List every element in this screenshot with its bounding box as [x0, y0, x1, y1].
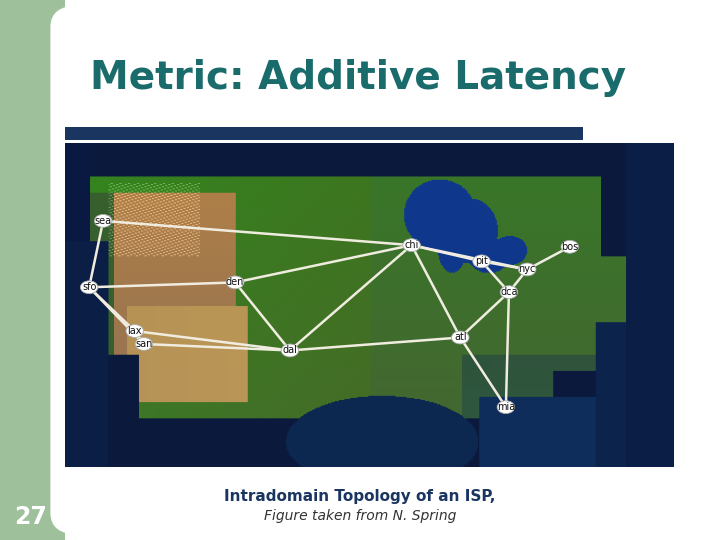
Ellipse shape: [451, 331, 469, 344]
Ellipse shape: [518, 263, 536, 276]
Text: bos: bos: [561, 242, 578, 252]
Ellipse shape: [473, 255, 490, 268]
Ellipse shape: [126, 325, 143, 338]
Text: mia: mia: [497, 402, 515, 412]
Text: 27: 27: [14, 505, 47, 529]
Text: sea: sea: [94, 216, 112, 226]
Ellipse shape: [94, 214, 112, 227]
Text: Figure taken from N. Spring: Figure taken from N. Spring: [264, 509, 456, 523]
Ellipse shape: [500, 286, 518, 299]
Ellipse shape: [402, 239, 420, 252]
Text: atl: atl: [454, 333, 467, 342]
Ellipse shape: [135, 338, 153, 350]
FancyBboxPatch shape: [0, 0, 65, 540]
Text: pit: pit: [475, 256, 488, 266]
Text: dal: dal: [282, 346, 297, 355]
Text: san: san: [135, 339, 153, 349]
FancyBboxPatch shape: [50, 5, 720, 535]
Text: Intradomain Topology of an ISP,: Intradomain Topology of an ISP,: [225, 489, 495, 504]
Text: dca: dca: [500, 287, 518, 297]
Text: den: den: [226, 278, 244, 287]
Ellipse shape: [561, 240, 579, 253]
Ellipse shape: [281, 344, 299, 357]
Text: sfo: sfo: [82, 282, 96, 292]
Text: lax: lax: [127, 326, 142, 336]
Ellipse shape: [497, 401, 515, 414]
Ellipse shape: [226, 276, 244, 289]
Text: Metric: Additive Latency: Metric: Additive Latency: [90, 59, 626, 97]
Text: nyc: nyc: [518, 265, 536, 274]
Text: chi: chi: [405, 240, 419, 250]
FancyBboxPatch shape: [65, 127, 583, 140]
Ellipse shape: [81, 281, 98, 294]
